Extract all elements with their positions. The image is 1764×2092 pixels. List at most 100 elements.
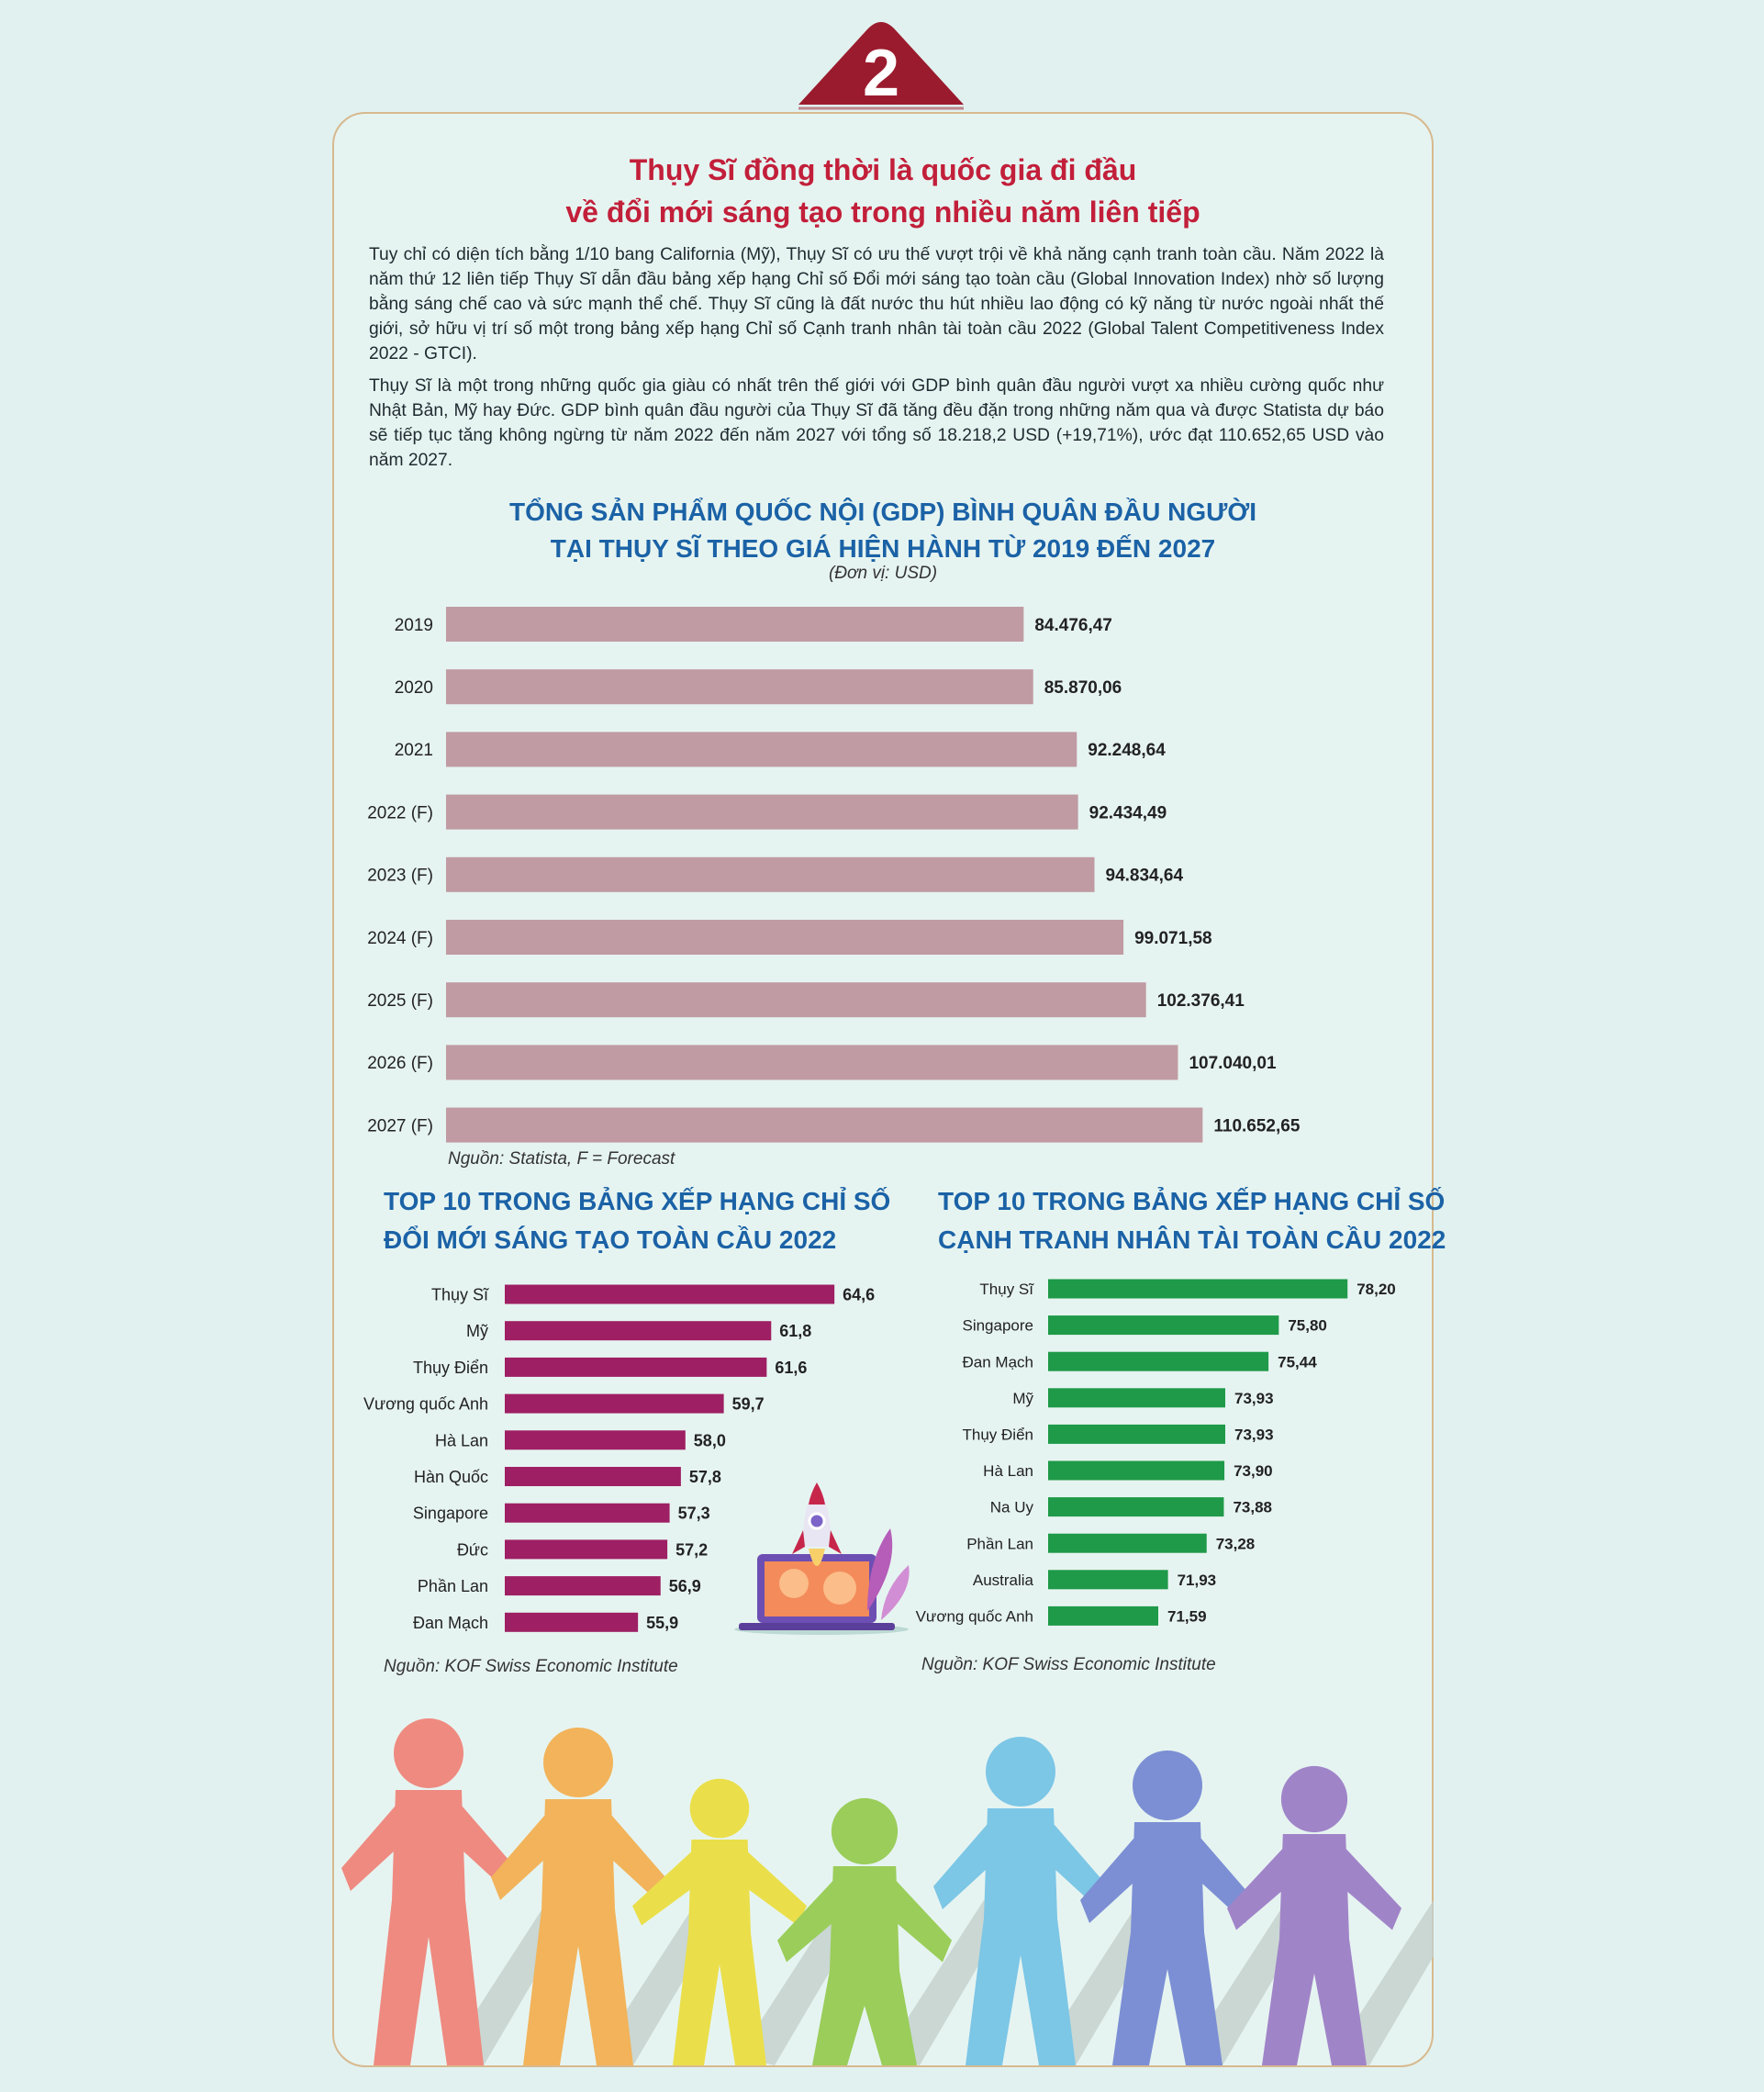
intro-paragraph-2: Thụy Sĩ là một trong những quốc gia giàu… [369,376,1384,470]
value-label: 57,3 [678,1505,710,1523]
gtci-title-line-1: TOP 10 TRONG BẢNG XẾP HẠNG CHỈ SỐ [938,1187,1446,1215]
category-label: 2025 (F) [367,991,433,1011]
category-label: Vương quốc Anh [916,1608,1033,1626]
gii-title-line-1: TOP 10 TRONG BẢNG XẾP HẠNG CHỈ SỐ [384,1187,891,1215]
bar [1048,1460,1225,1481]
value-label: 92.434,49 [1089,803,1167,822]
category-label: Thụy Sĩ [431,1285,489,1303]
category-label: Hà Lan [983,1462,1033,1480]
bar [1048,1533,1207,1553]
value-label: 57,2 [675,1540,708,1559]
person-shadow [883,1900,1011,2065]
value-label: 75,80 [1288,1317,1327,1335]
paper-person-1 [341,1718,516,2065]
category-label: Đan Mạch [963,1353,1033,1370]
bar [505,1467,681,1486]
bar [446,732,1077,767]
value-label: 58,0 [694,1431,726,1449]
intro-paragraph-1: Tuy chỉ có diện tích bằng 1/10 bang Cali… [369,245,1384,364]
gdp-chart-unit: (Đơn vị: USD) [828,564,938,583]
bar [1048,1315,1279,1336]
paper-person-5 [933,1737,1108,2065]
bar [446,982,1146,1018]
bar [505,1393,724,1414]
category-label: 2022 (F) [367,803,433,822]
category-label: Hà Lan [435,1431,488,1449]
category-label: Singapore [413,1505,488,1523]
category-label: 2024 (F) [367,929,433,948]
rocket-laptop-icon [734,1482,910,1635]
category-label: 2023 (F) [367,867,433,886]
gtci-bar-chart: Thụy Sĩ 78,20 Singapore 75,80 Đan Mạch 75,44 M… [916,1279,1396,1626]
content-card [332,112,1434,2067]
bar [1048,1279,1348,1299]
category-label: 2019 [395,616,433,635]
section-number-badge: 2 [798,22,964,110]
gtci-chart-title: TOP 10 TRONG BẢNG XẾP HẠNG CHỈ SỐ CẠNH T… [938,1182,1446,1259]
value-label: 102.376,41 [1157,991,1245,1011]
gdp-chart-title: TỔNG SẢN PHẨM QUỐC NỘI (GDP) BÌNH QUÂN Đ… [332,494,1434,567]
category-label: Đức [457,1540,488,1559]
value-label: 107.040,01 [1189,1054,1277,1073]
category-label: Thụy Điển [963,1426,1033,1444]
value-label: 73,88 [1233,1499,1272,1516]
bar [505,1612,639,1632]
paper-person-7 [1227,1765,1401,2065]
value-label: 56,9 [669,1577,701,1595]
bar [505,1357,767,1377]
bar [446,794,1078,830]
value-label: 55,9 [646,1614,678,1632]
bar [446,856,1095,892]
category-label: Singapore [962,1317,1033,1335]
value-label: 75,44 [1278,1353,1317,1370]
paper-person-4 [777,1797,952,2065]
value-label: 71,59 [1167,1608,1207,1626]
paper-person-3 [632,1778,807,2065]
value-label: 94.834,64 [1106,867,1184,886]
bar [446,669,1033,705]
value-label: 110.652,65 [1213,1116,1300,1135]
gdp-title-line-1: TỔNG SẢN PHẨM QUỐC NỘI (GDP) BÌNH QUÂN Đ… [509,498,1256,526]
bar [446,1045,1178,1080]
bar [1048,1497,1224,1517]
bar [1048,1605,1158,1626]
value-label: 78,20 [1356,1281,1396,1298]
category-label: Mỹ [1012,1390,1033,1407]
bar [505,1576,661,1596]
bar [1048,1388,1226,1408]
gdp-title-line-2: TẠI THỤY SĨ THEO GIÁ HIỆN HÀNH TỪ 2019 Đ… [550,534,1216,563]
value-label: 92.248,64 [1088,741,1166,760]
category-label: 2021 [395,741,433,760]
gii-chart-source: Nguồn: KOF Swiss Economic Institute [384,1657,678,1676]
bar [446,920,1124,955]
category-label: Vương quốc Anh [363,1395,488,1414]
badge-number: 2 [863,37,899,110]
paper-person-2 [491,1728,665,2065]
category-label: Phần Lan [418,1577,488,1595]
category-label: Na Uy [990,1499,1034,1516]
value-label: 99.071,58 [1134,929,1212,948]
bar [505,1503,670,1523]
value-label: 84.476,47 [1034,616,1112,635]
gtci-chart-source: Nguồn: KOF Swiss Economic Institute [921,1655,1216,1674]
category-label: Hàn Quốc [414,1468,488,1486]
value-label: 57,8 [689,1468,721,1486]
bar [1048,1424,1226,1444]
badge-triangle [798,22,964,105]
gdp-bar-chart: 2019 84.476,47 2020 85.870,06 2021 92.248,64 2… [367,607,1301,1143]
gii-bar-chart: Thụy Sĩ 64,6 Mỹ 61,8 Thụy Điển 61,6 Vương quốc… [363,1284,875,1632]
people-chain-illustration [341,1718,1434,2065]
bar [1048,1351,1269,1371]
value-label: 64,6 [843,1285,875,1303]
bar [505,1284,835,1304]
headline-line-2: về đổi mới sáng tạo trong nhiều năm liên… [565,196,1200,229]
bar [505,1430,686,1450]
value-label: 85.870,06 [1044,678,1122,698]
category-label: 2026 (F) [367,1054,433,1073]
bar [505,1539,668,1560]
category-label: Thụy Điển [413,1359,488,1377]
headline-line-1: Thụy Sĩ đồng thời là quốc gia đi đầu [629,153,1137,186]
value-label: 71,93 [1178,1572,1217,1589]
value-label: 73,93 [1234,1426,1274,1444]
category-label: 2027 (F) [367,1116,433,1135]
